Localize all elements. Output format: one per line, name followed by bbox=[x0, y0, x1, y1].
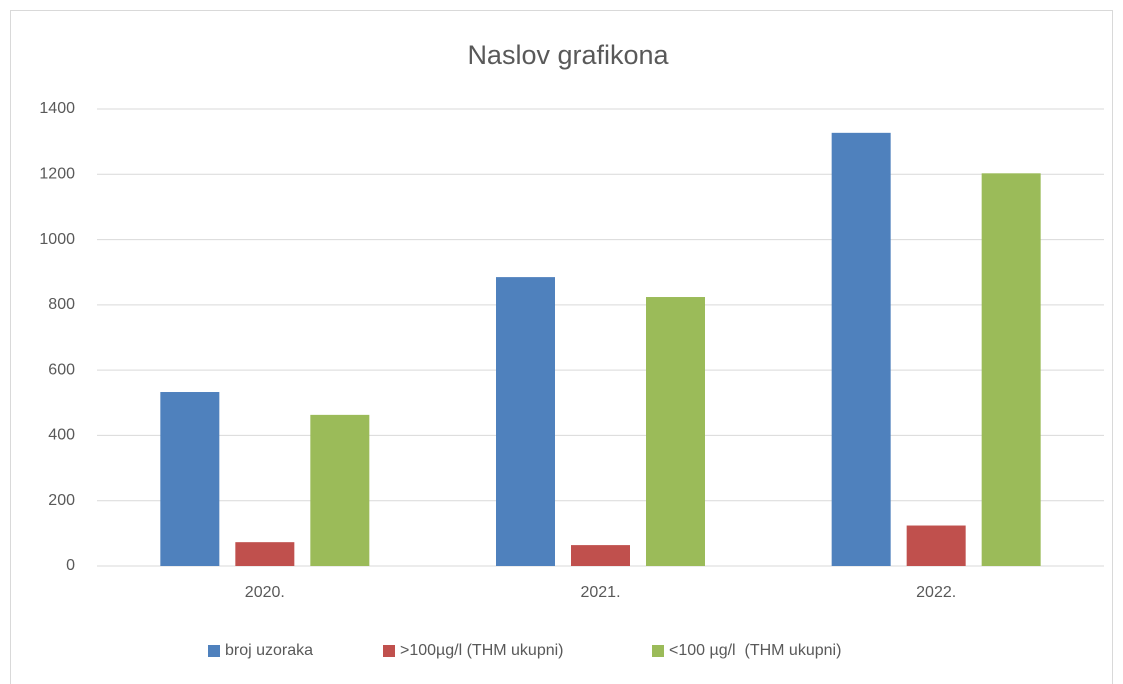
y-tick-label: 0 bbox=[66, 557, 75, 574]
x-tick-label: 2020. bbox=[245, 584, 285, 601]
legend-swatch bbox=[652, 645, 664, 657]
y-tick-label: 1400 bbox=[39, 100, 75, 117]
bar bbox=[646, 297, 705, 566]
bar bbox=[310, 414, 370, 566]
bar bbox=[981, 173, 1041, 566]
bar bbox=[235, 542, 295, 566]
bar bbox=[571, 545, 630, 566]
legend-label: <100 µg/l (THM ukupni) bbox=[669, 642, 841, 659]
legend-label: >100µg/l (THM ukupni) bbox=[400, 642, 564, 659]
legend-swatch bbox=[208, 645, 220, 657]
legend-swatch bbox=[383, 645, 395, 657]
y-tick-label: 400 bbox=[48, 427, 75, 444]
bar bbox=[160, 392, 220, 566]
chart-title: Naslov grafikona bbox=[467, 40, 669, 70]
x-tick-label: 2021. bbox=[580, 584, 620, 601]
chart-frame bbox=[10, 10, 1113, 684]
y-tick-label: 1000 bbox=[39, 231, 75, 248]
bar bbox=[496, 277, 555, 566]
y-tick-label: 800 bbox=[48, 296, 75, 313]
y-tick-label: 200 bbox=[48, 492, 75, 509]
bar bbox=[906, 525, 966, 566]
legend-label: broj uzoraka bbox=[225, 642, 313, 659]
x-tick-label: 2022. bbox=[916, 584, 956, 601]
y-tick-label: 1200 bbox=[39, 166, 75, 183]
y-tick-label: 600 bbox=[48, 361, 75, 378]
bar bbox=[831, 132, 891, 566]
